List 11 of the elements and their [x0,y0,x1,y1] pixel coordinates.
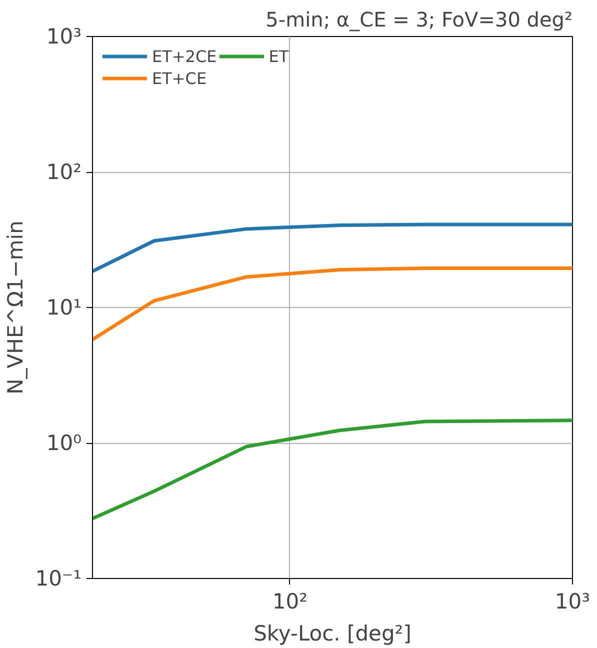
legend-label: ET+CE [152,68,207,88]
y-tick-label: 10⁻¹ [35,566,82,590]
legend-label: ET+2CE [152,46,217,66]
y-axis-title: N_VHE^Ω1−min [3,220,28,394]
chart-title: 5-min; α_CE = 3; FoV=30 deg² [266,8,573,32]
x-axis-title: Sky-Loc. [deg²] [254,622,412,646]
y-tick-label: 10² [46,160,82,184]
y-tick-label: 10¹ [46,296,82,320]
y-tick-label: 10⁰ [46,431,82,455]
legend-label: ET [268,46,289,66]
y-tick-label: 10³ [46,24,82,48]
